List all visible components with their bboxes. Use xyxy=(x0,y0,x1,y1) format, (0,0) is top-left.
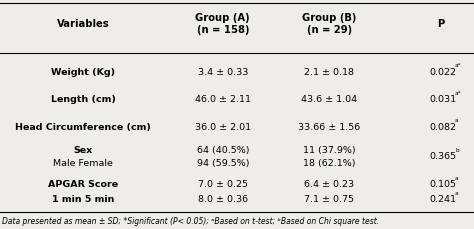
Text: Male Female: Male Female xyxy=(53,159,113,168)
Text: a: a xyxy=(455,191,459,196)
Text: 11 (37.9%): 11 (37.9%) xyxy=(303,146,356,155)
Text: 64 (40.5%): 64 (40.5%) xyxy=(197,146,249,155)
Text: 7.1 ± 0.75: 7.1 ± 0.75 xyxy=(304,195,355,204)
Text: 43.6 ± 1.04: 43.6 ± 1.04 xyxy=(301,95,357,104)
Text: 0.022: 0.022 xyxy=(429,68,456,77)
Text: 18 (62.1%): 18 (62.1%) xyxy=(303,159,356,168)
Text: b: b xyxy=(455,148,459,153)
Text: 33.66 ± 1.56: 33.66 ± 1.56 xyxy=(298,123,361,132)
Text: Group (B): Group (B) xyxy=(302,13,356,23)
Text: 0.365: 0.365 xyxy=(429,152,456,161)
Text: 94 (59.5%): 94 (59.5%) xyxy=(197,159,249,168)
Text: 0.031: 0.031 xyxy=(429,95,456,104)
Text: APGAR Score: APGAR Score xyxy=(48,180,118,189)
Text: a: a xyxy=(455,176,459,181)
Text: Head Circumference (cm): Head Circumference (cm) xyxy=(15,123,151,132)
Text: a*: a* xyxy=(455,63,462,68)
Text: 2.1 ± 0.18: 2.1 ± 0.18 xyxy=(304,68,355,77)
Text: Data presented as mean ± SD; *Significant (P< 0.05); ᵃBased on t-test; ᵇBased on: Data presented as mean ± SD; *Significan… xyxy=(2,217,380,226)
Text: 36.0 ± 2.01: 36.0 ± 2.01 xyxy=(195,123,251,132)
Text: a: a xyxy=(455,118,459,123)
Text: a*: a* xyxy=(455,91,462,95)
Text: 46.0 ± 2.11: 46.0 ± 2.11 xyxy=(195,95,251,104)
Text: Variables: Variables xyxy=(56,19,109,29)
Text: 8.0 ± 0.36: 8.0 ± 0.36 xyxy=(198,195,248,204)
Text: 0.082: 0.082 xyxy=(429,123,456,132)
Text: 7.0 ± 0.25: 7.0 ± 0.25 xyxy=(198,180,248,189)
Text: 3.4 ± 0.33: 3.4 ± 0.33 xyxy=(198,68,248,77)
Text: Length (cm): Length (cm) xyxy=(51,95,115,104)
Text: 0.241: 0.241 xyxy=(429,195,456,204)
Text: Sex: Sex xyxy=(73,146,92,155)
Text: (n = 158): (n = 158) xyxy=(197,25,249,35)
Text: 0.105: 0.105 xyxy=(429,180,456,189)
Text: 1 min 5 min: 1 min 5 min xyxy=(52,195,114,204)
Text: Group (A): Group (A) xyxy=(195,13,250,23)
Text: Weight (Kg): Weight (Kg) xyxy=(51,68,115,77)
Text: (n = 29): (n = 29) xyxy=(307,25,352,35)
Text: 6.4 ± 0.23: 6.4 ± 0.23 xyxy=(304,180,355,189)
Text: P: P xyxy=(437,19,445,29)
